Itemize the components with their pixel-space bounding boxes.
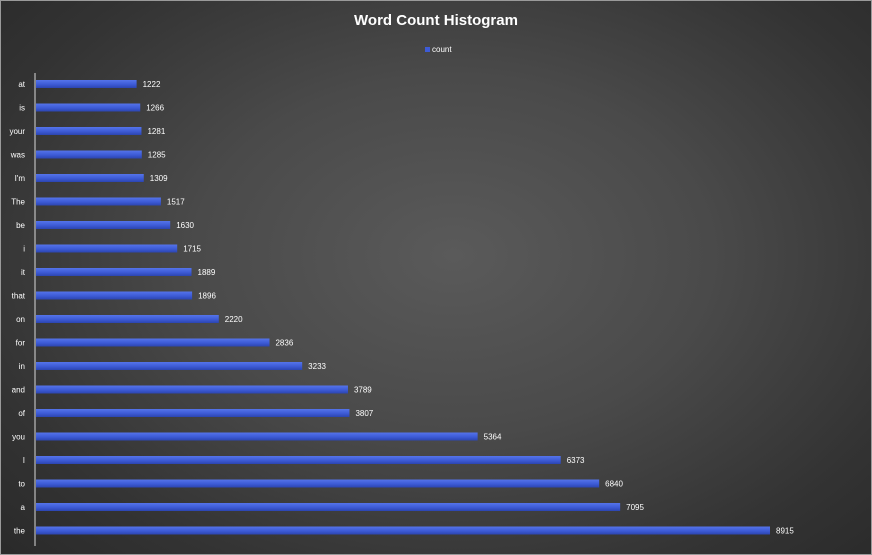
bar xyxy=(36,197,161,206)
category-label: your xyxy=(9,127,25,136)
category-label: I'm xyxy=(15,174,26,183)
category-label: to xyxy=(18,480,25,489)
data-label: 1281 xyxy=(147,127,165,136)
data-label: 3233 xyxy=(308,362,326,371)
data-label: 2836 xyxy=(275,339,293,348)
category-label: for xyxy=(16,339,26,348)
bar xyxy=(36,268,192,276)
bar xyxy=(36,503,621,511)
data-label: 7095 xyxy=(626,503,644,512)
category-label: is xyxy=(19,104,25,113)
bar xyxy=(36,432,478,441)
bar xyxy=(36,291,193,300)
bar xyxy=(36,315,219,323)
data-label: 6373 xyxy=(567,456,585,465)
category-label: the xyxy=(14,527,26,536)
bar xyxy=(36,456,561,464)
category-label: it xyxy=(21,268,26,277)
bar xyxy=(36,362,303,370)
bar xyxy=(36,409,350,417)
category-label: that xyxy=(12,292,26,301)
category-label: a xyxy=(21,503,26,512)
data-label: 3807 xyxy=(355,409,373,418)
data-label: 6840 xyxy=(605,480,623,489)
bar xyxy=(36,127,142,135)
data-label: 1889 xyxy=(198,268,216,277)
data-label: 1630 xyxy=(176,221,194,230)
data-label: 1285 xyxy=(148,151,166,160)
bar xyxy=(36,103,141,112)
category-label: I xyxy=(23,456,25,465)
bar xyxy=(36,80,137,88)
data-label: 5364 xyxy=(484,433,502,442)
category-label: you xyxy=(12,433,25,442)
data-label: 1896 xyxy=(198,292,216,301)
bar xyxy=(36,174,144,182)
bar xyxy=(36,150,142,159)
data-label: 1222 xyxy=(143,80,161,89)
bar xyxy=(36,385,348,394)
bar xyxy=(36,526,770,535)
data-label: 3789 xyxy=(354,386,372,395)
legend: count xyxy=(425,45,452,54)
bar xyxy=(36,221,171,229)
bar xyxy=(36,244,178,253)
data-label: 1309 xyxy=(150,174,168,183)
data-label: 8915 xyxy=(776,527,794,536)
bar xyxy=(36,479,600,488)
category-label: in xyxy=(19,362,25,371)
category-label: be xyxy=(16,221,25,230)
data-label: 1517 xyxy=(167,198,185,207)
bar xyxy=(36,338,270,347)
legend-swatch xyxy=(425,47,430,52)
chart-title: Word Count Histogram xyxy=(354,12,518,29)
category-label: on xyxy=(16,315,25,324)
category-label: and xyxy=(12,386,25,395)
data-label: 2220 xyxy=(225,315,243,324)
legend-label: count xyxy=(432,45,452,54)
category-label: The xyxy=(11,198,25,207)
data-label: 1266 xyxy=(146,104,164,113)
category-label: of xyxy=(18,409,25,418)
category-label: was xyxy=(10,151,25,160)
data-label: 1715 xyxy=(183,245,201,254)
category-label: at xyxy=(18,80,25,89)
category-label: i xyxy=(23,245,25,254)
